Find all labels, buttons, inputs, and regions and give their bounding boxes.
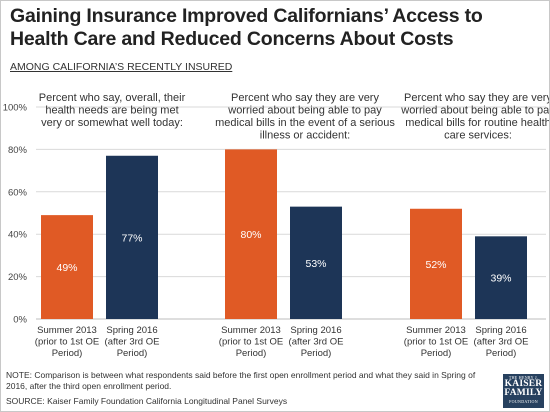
x-category-label: Summer 2013 bbox=[37, 325, 97, 336]
bar-value-label: 53% bbox=[305, 258, 326, 270]
y-tick-label: 40% bbox=[8, 230, 28, 241]
x-category-label: (prior to 1st OE bbox=[219, 337, 283, 348]
bar bbox=[225, 149, 277, 319]
x-category-label: (after 3rd OE bbox=[289, 337, 344, 348]
bar-value-label: 52% bbox=[425, 259, 446, 271]
group-description-line: worried about being able to pay bbox=[400, 105, 549, 117]
y-tick-label: 20% bbox=[8, 272, 28, 283]
bar-value-label: 49% bbox=[56, 262, 77, 274]
group-description-line: health needs are being met bbox=[45, 105, 178, 117]
group-description-line: medical bills for routine health bbox=[405, 117, 549, 129]
group-description-line: illness or accident: bbox=[260, 130, 351, 142]
group-description-line: Percent who say they are very bbox=[404, 92, 549, 104]
group-description-line: care services: bbox=[444, 130, 512, 142]
bar-value-label: 39% bbox=[490, 273, 511, 285]
chart-title: Gaining Insurance Improved Californians’… bbox=[10, 5, 483, 50]
bar-value-label: 80% bbox=[240, 229, 261, 241]
group-description-line: Percent who say they are very bbox=[231, 92, 379, 104]
x-category-label: (prior to 1st OE bbox=[35, 337, 99, 348]
x-category-label: Summer 2013 bbox=[221, 325, 281, 336]
y-tick-label: 80% bbox=[8, 145, 28, 156]
chart-subtitle: AMONG CALIFORNIA’S RECENTLY INSURED bbox=[10, 61, 233, 73]
bar-chart: 0% 20% 40% 60% 80% 100% Percent who say, overa… bbox=[3, 92, 549, 359]
x-category-label: Spring 2016 bbox=[106, 325, 157, 336]
chart-note: NOTE: Comparison is between what respond… bbox=[6, 370, 476, 391]
group-description-line: Percent who say, overall, their bbox=[39, 92, 186, 104]
kff-logo: THE HENRY J. KAISER FAMILY FOUNDATION bbox=[503, 374, 544, 408]
x-category-label: Period) bbox=[301, 348, 332, 359]
x-category-label: (after 3rd OE bbox=[105, 337, 160, 348]
y-tick-label: 60% bbox=[8, 187, 28, 198]
logo-line-4: FOUNDATION bbox=[509, 399, 538, 404]
logo-line-1: THE HENRY J. bbox=[508, 375, 539, 380]
logo-line-3: FAMILY bbox=[504, 388, 543, 398]
group-description-line: medical bills in the event of a serious bbox=[215, 117, 395, 129]
bar bbox=[106, 155, 158, 319]
bar bbox=[475, 236, 527, 319]
bar bbox=[290, 206, 342, 319]
y-tick-label: 0% bbox=[13, 315, 27, 326]
x-category-label: (after 3rd OE bbox=[474, 337, 529, 348]
x-category-label: (prior to 1st OE bbox=[404, 337, 468, 348]
logo-line-2: KAISER bbox=[504, 379, 543, 389]
x-category-label: Summer 2013 bbox=[406, 325, 466, 336]
chart-source: SOURCE: Kaiser Family Foundation Califor… bbox=[6, 396, 288, 406]
x-category-label: Period) bbox=[486, 348, 517, 359]
bar bbox=[410, 208, 462, 319]
bar-value-label: 77% bbox=[121, 232, 142, 244]
group-description-line: very or somewhat well today: bbox=[41, 117, 183, 129]
group-description-line: worried about being able to pay bbox=[227, 105, 382, 117]
x-category-label: Spring 2016 bbox=[475, 325, 526, 336]
y-tick-label: 100% bbox=[3, 103, 28, 114]
x-category-label: Period) bbox=[117, 348, 148, 359]
x-category-label: Period) bbox=[421, 348, 452, 359]
bar bbox=[41, 215, 93, 319]
x-category-label: Period) bbox=[236, 348, 267, 359]
x-category-label: Period) bbox=[52, 348, 83, 359]
x-category-label: Spring 2016 bbox=[290, 325, 341, 336]
